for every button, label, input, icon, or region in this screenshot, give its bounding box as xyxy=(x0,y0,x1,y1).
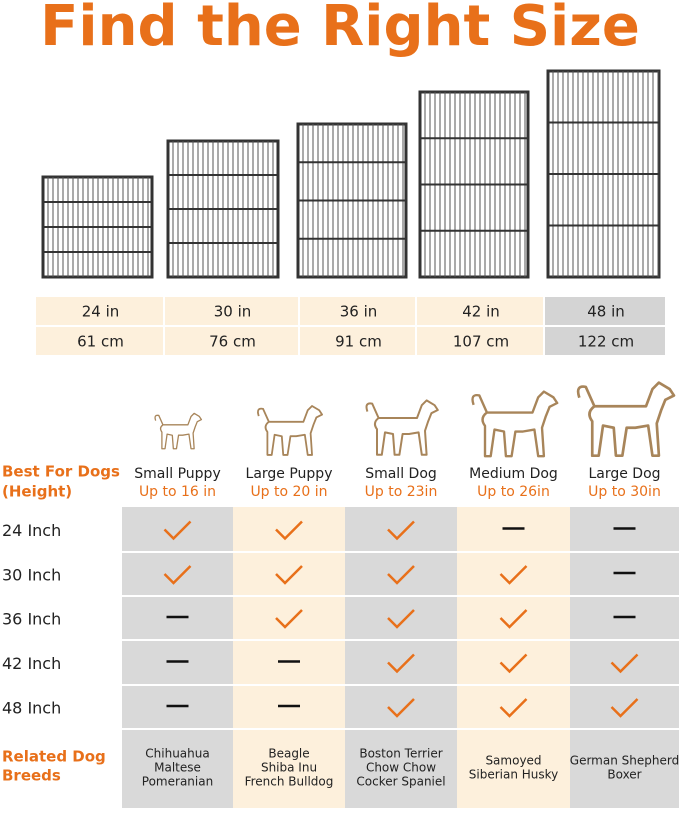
size-cell xyxy=(36,327,163,355)
header-label: (Height) xyxy=(2,483,72,501)
breed: Chow Chow xyxy=(366,761,436,775)
check xyxy=(163,520,192,541)
dog-type: Large Dog xyxy=(588,466,660,482)
size-cell xyxy=(300,297,415,325)
breeds-label: Related Dog xyxy=(2,748,106,766)
breed: Shiba Inu xyxy=(261,761,317,775)
dog-icon xyxy=(471,390,559,458)
dog-height: Up to 20 in xyxy=(250,484,327,500)
check xyxy=(610,698,639,718)
check xyxy=(275,520,303,541)
dog-height: Up to 16 in xyxy=(139,484,216,500)
size-cell xyxy=(545,297,665,325)
dog-icon xyxy=(154,412,203,450)
breed: French Bulldog xyxy=(245,775,334,789)
row-label: 36 Inch xyxy=(2,610,61,629)
size-cm: 61 cm xyxy=(77,333,124,351)
breed: Boston Terrier xyxy=(359,747,442,761)
check xyxy=(275,565,303,585)
check xyxy=(499,565,528,585)
dog-type: Small Puppy xyxy=(134,466,220,482)
dog-height: Up to 26in xyxy=(477,484,550,500)
check xyxy=(499,653,528,674)
size-cell xyxy=(417,297,543,325)
size-inches: 30 in xyxy=(214,303,252,321)
dog-icon xyxy=(256,404,324,456)
size-cell xyxy=(417,327,543,355)
size-cell xyxy=(165,327,298,355)
size-cm: 107 cm xyxy=(453,333,509,351)
check xyxy=(387,698,415,718)
size-inches: 36 in xyxy=(340,303,378,321)
breed: Beagle xyxy=(268,747,309,761)
breeds-label: Breeds xyxy=(2,767,61,785)
dog-height: Up to 23in xyxy=(365,484,438,500)
breed: Boxer xyxy=(607,768,641,782)
row-label: 30 Inch xyxy=(2,566,61,585)
column-bg xyxy=(122,507,233,808)
size-cell xyxy=(165,297,298,325)
row-label: 48 Inch xyxy=(2,699,61,718)
check xyxy=(387,565,415,585)
check xyxy=(387,609,415,629)
size-cm: 122 cm xyxy=(578,333,634,351)
title: Find the Right Size xyxy=(40,0,640,59)
size-cm: 91 cm xyxy=(335,333,382,351)
dog-type: Small Dog xyxy=(365,466,437,482)
check xyxy=(387,653,415,674)
check xyxy=(163,565,192,585)
check xyxy=(610,653,639,674)
dog-type: Medium Dog xyxy=(469,466,558,482)
row-label: 24 Inch xyxy=(2,521,61,540)
breed: German Shepherd xyxy=(570,754,679,768)
check xyxy=(499,698,528,718)
breed: Siberian Husky xyxy=(469,768,559,782)
size-inches: 24 in xyxy=(82,303,120,321)
column-bg xyxy=(233,507,345,808)
size-inches: 42 in xyxy=(462,303,500,321)
breed: Maltese xyxy=(154,761,201,775)
column-bg xyxy=(345,507,457,808)
row-label: 42 Inch xyxy=(2,654,61,673)
column-bg xyxy=(570,507,679,808)
breed: Cocker Spaniel xyxy=(356,775,445,789)
check xyxy=(275,609,303,629)
size-cell xyxy=(36,297,163,325)
breed: Samoyed xyxy=(485,754,541,768)
column-bg xyxy=(457,507,570,808)
header-label: Best For Dogs xyxy=(2,463,120,481)
dog-type: Large Puppy xyxy=(246,466,333,482)
breed: Pomeranian xyxy=(142,775,213,789)
dog-icon xyxy=(365,399,439,456)
breed: Chihuahua xyxy=(145,747,209,761)
check xyxy=(499,609,528,629)
size-cm: 76 cm xyxy=(209,333,256,351)
dog-icon xyxy=(576,381,676,458)
check xyxy=(387,520,415,541)
size-cell xyxy=(545,327,665,355)
dog-height: Up to 30in xyxy=(588,484,661,500)
size-inches: 48 in xyxy=(587,303,625,321)
size-cell xyxy=(300,327,415,355)
